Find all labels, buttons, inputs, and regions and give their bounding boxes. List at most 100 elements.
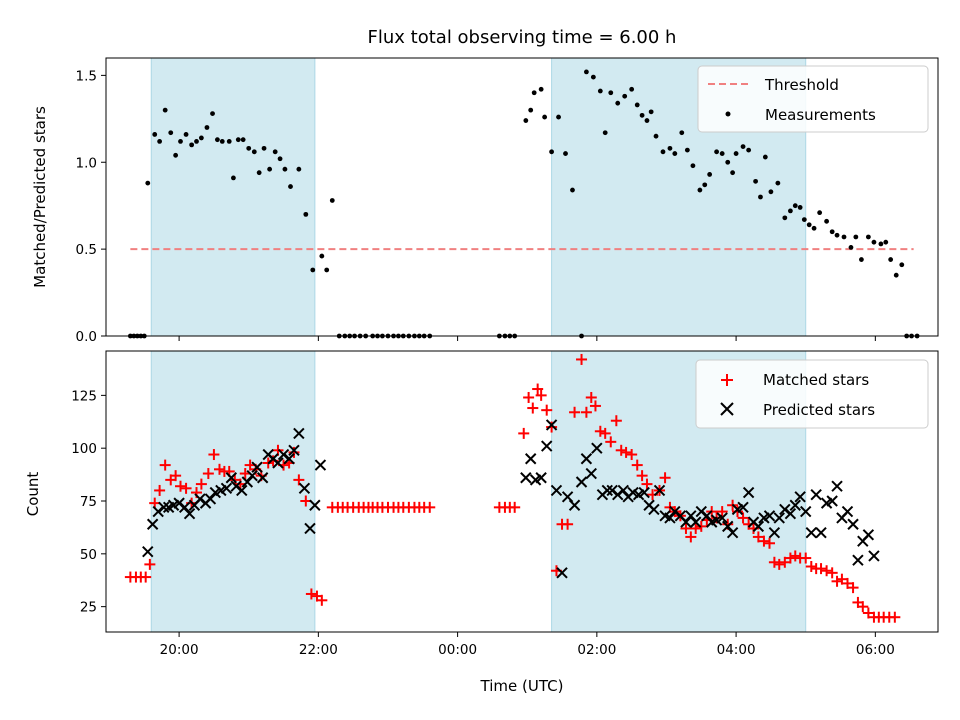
measurement-point <box>288 184 293 189</box>
matched-star-point <box>841 577 853 589</box>
measurement-point <box>639 112 645 118</box>
matched-star-point <box>208 449 220 461</box>
measurement-point <box>746 147 752 153</box>
predicted-star-point <box>288 444 300 457</box>
x-tick-label: 22:00 <box>299 642 338 658</box>
predicted-star-point <box>236 484 248 497</box>
matched-star-point <box>752 531 764 543</box>
measurement-point <box>859 257 864 262</box>
measurement-point <box>660 149 666 155</box>
measurement-point <box>653 133 659 139</box>
measurement-point <box>204 125 210 130</box>
predicted-star-point <box>272 457 284 469</box>
y-axis-ticks-top: 0.0 0.5 1.0 1.5 <box>76 68 106 345</box>
measurement-point <box>768 189 774 195</box>
measurement-point <box>702 182 708 188</box>
measurement-point <box>740 144 746 150</box>
y-tick-label: 25 <box>80 600 97 616</box>
measurement-point <box>782 215 788 221</box>
matched-star-point <box>800 552 812 564</box>
measurement-point <box>672 151 678 156</box>
matched-star-point <box>764 537 776 549</box>
predicted-star-point <box>520 472 532 484</box>
measurement-point <box>324 267 330 273</box>
predicted-star-point <box>653 484 666 497</box>
predicted-star-point <box>524 453 537 465</box>
matched-star-point <box>789 550 801 562</box>
predicted-star-point <box>178 501 191 514</box>
matched-star-point <box>847 582 859 594</box>
matched-star-point <box>424 501 436 513</box>
measurement-point <box>198 135 204 141</box>
matched-star-point <box>779 556 791 568</box>
predicted-star-point <box>737 501 749 514</box>
measurement-point <box>231 175 236 181</box>
legend-threshold-label: Threshold <box>764 76 839 94</box>
matched-star-point <box>784 552 796 564</box>
matched-star-point <box>154 484 166 496</box>
measurement-point <box>523 118 529 123</box>
matched-star-point <box>768 556 780 568</box>
predicted-star-point <box>256 472 269 484</box>
predicted-star-point <box>815 526 827 539</box>
matched-star-point <box>599 427 611 439</box>
matched-star-point <box>535 389 547 401</box>
measurement-point <box>329 198 335 203</box>
y-axis-ticks-bottom: 25 50 75 100 125 <box>71 388 106 616</box>
matched-star-point <box>305 588 317 600</box>
matched-star-point <box>213 463 225 475</box>
measurement-point <box>214 137 220 143</box>
observing-window-shade <box>151 351 315 632</box>
measurement-point <box>189 142 195 148</box>
predicted-star-point <box>298 482 311 495</box>
matched-star-point <box>620 446 632 458</box>
legend-matched-label: Matched stars <box>763 371 869 389</box>
predicted-star-point <box>868 550 880 562</box>
matched-star-point <box>690 522 702 534</box>
predicted-star-point <box>556 567 568 579</box>
predicted-star-point <box>142 546 154 558</box>
predicted-star-point <box>773 512 785 524</box>
measurement-point <box>219 139 225 144</box>
measurement-point <box>240 137 246 143</box>
y-axis-label-top: Matched/Predicted stars <box>31 106 49 288</box>
measurement-point <box>173 152 179 158</box>
predicted-star-point <box>680 516 692 528</box>
measurement-point <box>570 187 575 193</box>
matched-star-point <box>821 565 833 577</box>
measurement-point <box>549 149 554 155</box>
predicted-star-point <box>204 493 217 505</box>
matched-star-point <box>773 558 785 570</box>
predicted-star-point <box>768 526 781 539</box>
matched-star-point <box>831 575 843 587</box>
predicted-star-point <box>752 520 765 533</box>
predicted-star-point <box>158 501 170 514</box>
matched-star-point <box>527 402 539 414</box>
predicted-star-point <box>146 518 159 530</box>
measurement-point <box>811 225 817 231</box>
legend-bottom: Matched stars Predicted stars <box>695 359 929 429</box>
measurement-point <box>563 151 568 156</box>
matched-star-point <box>589 400 601 412</box>
matched-star-point <box>523 391 535 403</box>
predicted-star-point <box>716 512 728 524</box>
measurement-point <box>806 222 812 228</box>
matched-star-point <box>594 425 606 437</box>
matched-star-point <box>815 563 827 575</box>
legend-measurements-label: Measurements <box>765 106 876 124</box>
measurement-point <box>725 159 731 165</box>
measurement-point <box>829 229 835 235</box>
predicted-star-point <box>575 476 588 488</box>
legend-frame-top <box>697 65 929 133</box>
matched-star-point <box>541 404 553 416</box>
measurement-point <box>707 172 713 177</box>
measurement-point <box>235 137 241 143</box>
predicted-star-point <box>690 516 702 528</box>
matched-star-point <box>862 607 874 619</box>
x-axis-ticks-bottom: 20:00 22:00 00:00 02:00 04:00 06:00 <box>160 632 895 658</box>
measurement-point <box>775 180 781 186</box>
predicted-star-point <box>241 476 254 488</box>
predicted-star-point <box>763 510 776 522</box>
measurement-point <box>719 151 725 156</box>
matched-star-point <box>144 558 156 570</box>
